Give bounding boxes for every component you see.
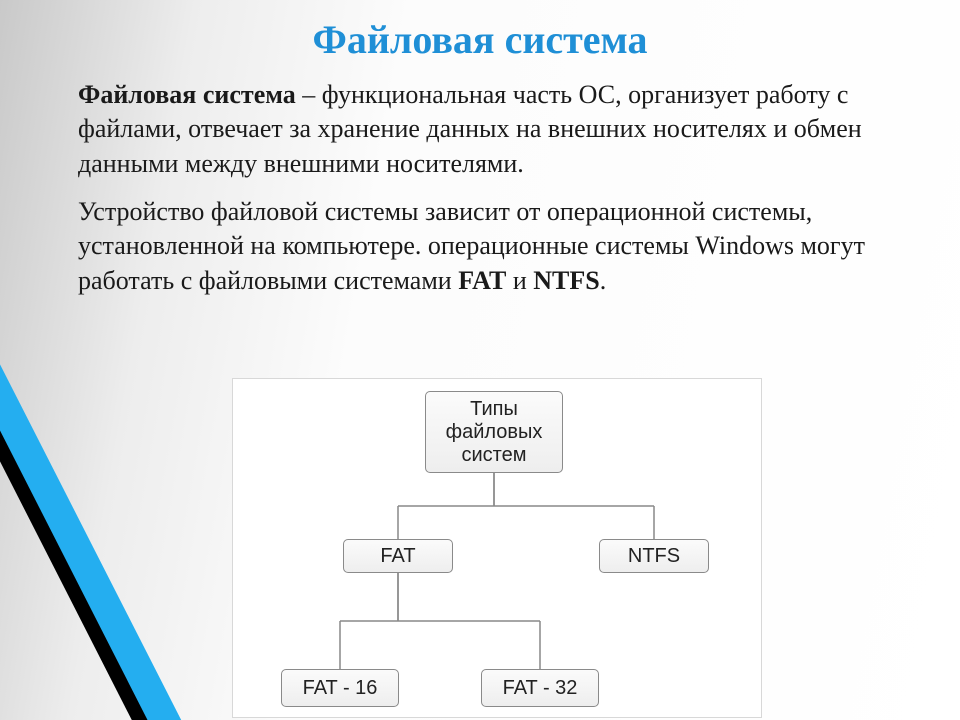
node-fat16: FAT - 16 [281, 669, 399, 707]
paragraph-1: Файловая система – функциональная часть … [78, 78, 958, 181]
fs-fat: FAT [458, 266, 506, 295]
diagram-frame: Типы файловых систем FAT NTFS FAT - 16 FAT -… [232, 378, 762, 718]
fs-ntfs: NTFS [533, 266, 599, 295]
node-ntfs: NTFS [599, 539, 709, 573]
node-fat32: FAT - 32 [481, 669, 599, 707]
para2-post: . [600, 266, 607, 295]
slide-body: Файловая система – функциональная часть … [78, 78, 958, 312]
para2-mid: и [506, 266, 533, 295]
slide-title: Файловая система [0, 16, 960, 63]
node-fat: FAT [343, 539, 453, 573]
fs-types-diagram: Типы файловых систем FAT NTFS FAT - 16 FAT -… [233, 379, 763, 719]
node-root: Типы файловых систем [425, 391, 563, 473]
slide: Файловая система Файловая система – функ… [0, 0, 960, 720]
term-filesystem: Файловая система [78, 80, 296, 109]
paragraph-2: Устройство файловой системы зависит от о… [78, 195, 958, 298]
